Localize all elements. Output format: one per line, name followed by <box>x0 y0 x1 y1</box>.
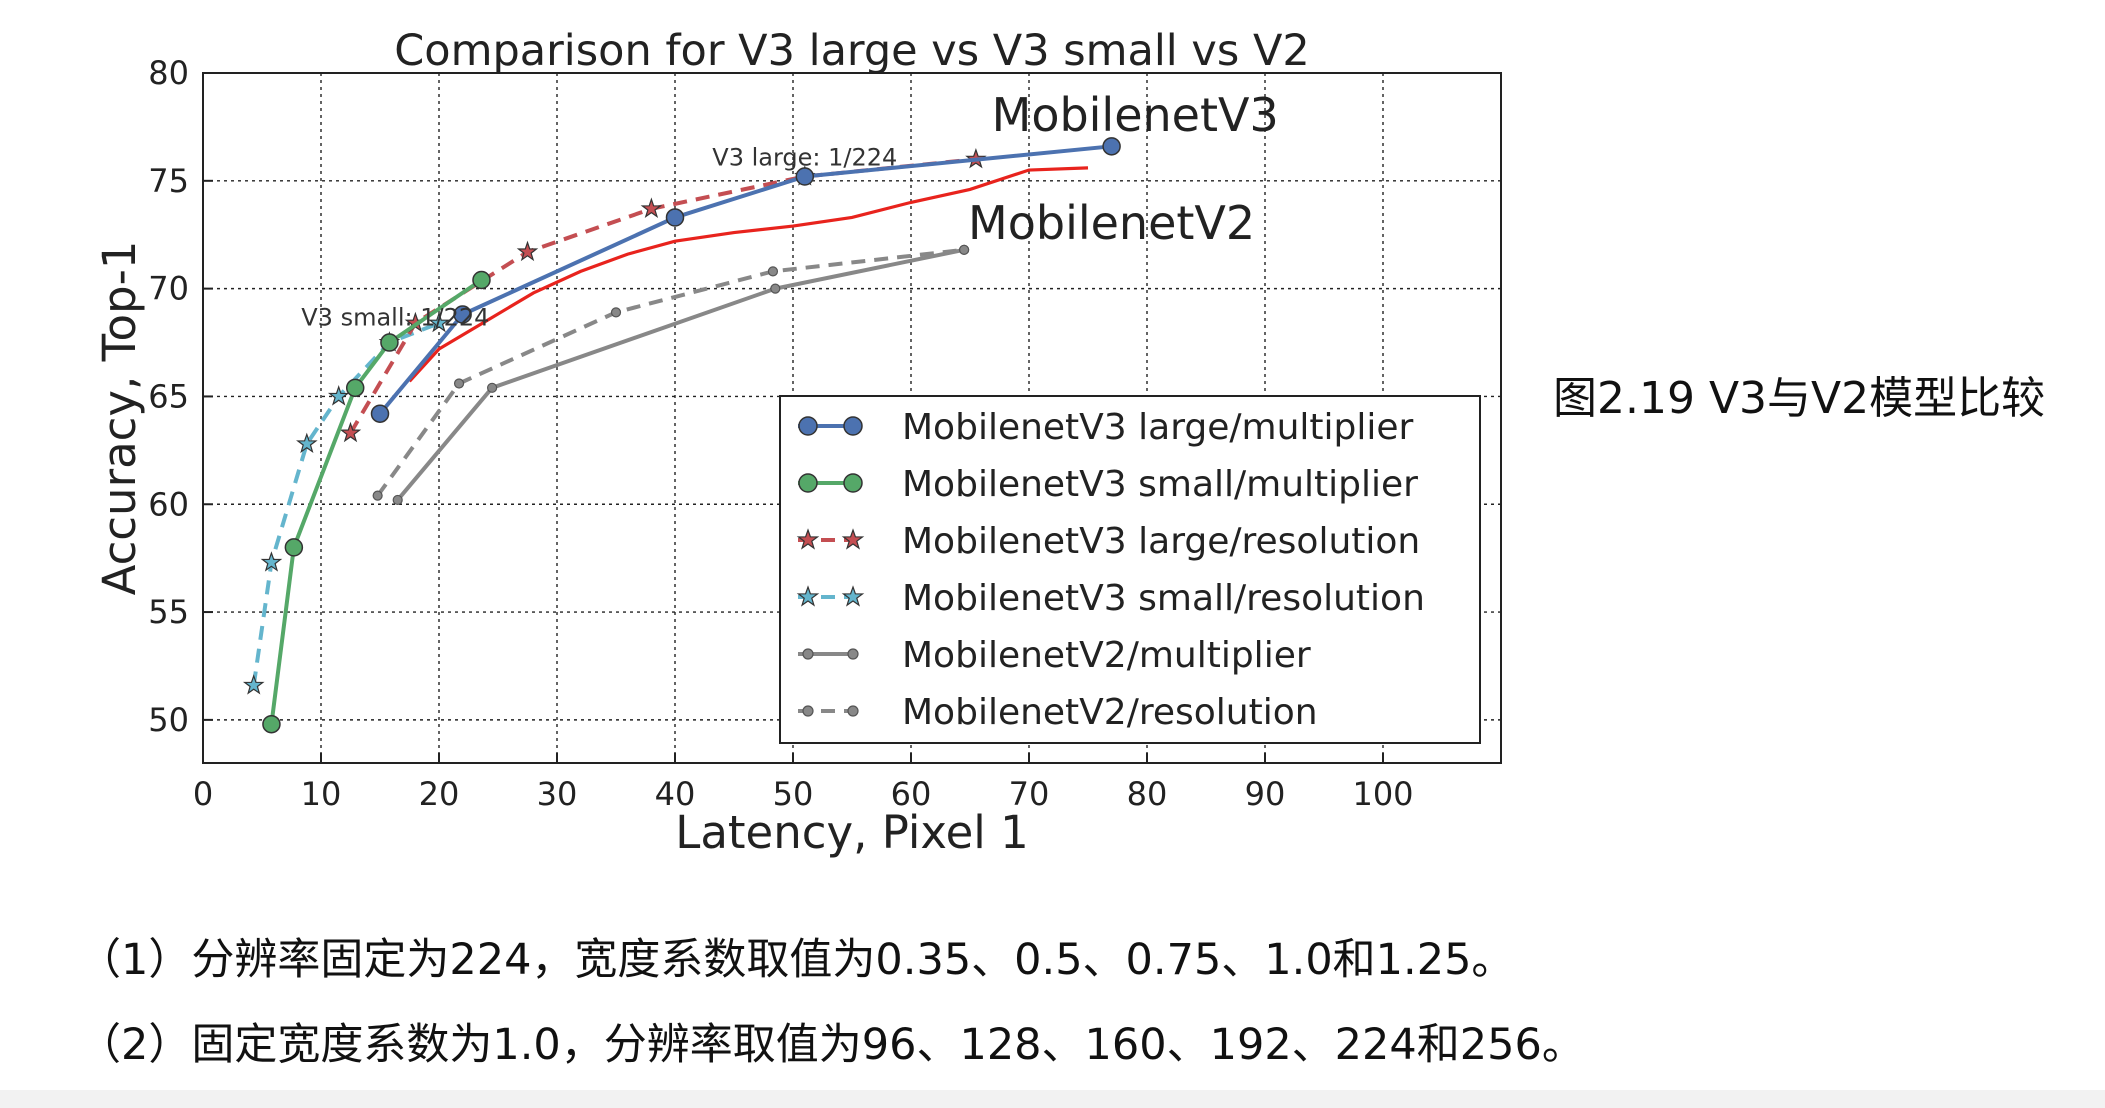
data-point-star <box>327 385 350 406</box>
data-point <box>487 382 498 393</box>
data-point-star <box>796 528 820 550</box>
x-tick-label: 50 <box>773 775 814 813</box>
y-tick-label: 70 <box>148 270 189 308</box>
data-point <box>262 714 281 734</box>
data-point <box>843 416 863 436</box>
data-point <box>770 283 781 294</box>
series-mobilenetv2-multiplier <box>392 244 970 506</box>
data-point <box>372 490 383 501</box>
y-axis-label: Accuracy, Top-1 <box>93 241 146 596</box>
data-point-star <box>841 585 865 607</box>
x-tick-label: 100 <box>1352 775 1413 813</box>
x-tick-label: 60 <box>891 775 932 813</box>
data-point-star <box>242 674 265 695</box>
data-point <box>798 473 818 493</box>
data-point <box>958 244 970 255</box>
x-tick-label: 10 <box>301 775 342 813</box>
data-point-star <box>841 528 865 550</box>
data-point-star <box>339 421 362 443</box>
data-point <box>380 333 399 352</box>
data-point <box>392 494 403 506</box>
legend-entry-label: MobilenetV2/resolution <box>902 692 1318 733</box>
y-tick-label: 55 <box>148 593 189 631</box>
series-mobilenetv3-small-multiplier <box>262 270 491 734</box>
annotation-label: V3 small: 1/224 <box>301 303 489 331</box>
data-point <box>472 270 491 290</box>
y-tick-label: 80 <box>148 54 189 92</box>
legend-box <box>779 395 1481 744</box>
x-tick-label: 90 <box>1245 775 1286 813</box>
data-point <box>345 378 365 398</box>
legend: MobilenetV3 large/multiplier MobilenetV3 … <box>779 395 1481 744</box>
data-point-star <box>796 585 820 607</box>
series-line <box>251 321 440 686</box>
data-point <box>802 705 814 717</box>
series-mobilenetv3-large-multiplier <box>370 137 1121 423</box>
annotations: MobilenetV3 MobilenetV2 V3 large: 1/224 V3 … <box>301 88 1278 331</box>
y-tick-label: 50 <box>148 701 189 739</box>
chart-title: Comparison for V3 large vs V3 small vs V… <box>394 26 1309 76</box>
data-point <box>610 307 622 318</box>
y-axis-ticks: 50 55 60 65 70 75 80 <box>148 54 213 739</box>
data-point <box>370 404 390 423</box>
annotation-label: MobilenetV2 <box>968 196 1255 250</box>
data-point <box>843 473 863 493</box>
y-tick-label: 60 <box>148 485 189 523</box>
y-tick-label: 65 <box>148 377 189 415</box>
legend-entry-label: MobilenetV2/multiplier <box>902 635 1311 676</box>
data-point <box>795 167 815 186</box>
annotation-label: V3 large: 1/224 <box>712 144 897 172</box>
figure-caption: 图2.19 V3与V2模型比较 <box>1553 373 2046 424</box>
data-point-star <box>428 311 450 333</box>
note-2: （2）固定宽度系数为1.0，分辨率取值为96、128、160、192、224和2… <box>78 1020 1585 1070</box>
chart: 0 10 20 30 40 50 60 70 80 90 100 50 55 60 65 70 75 80 Mo… <box>93 26 1502 859</box>
data-point <box>284 538 304 557</box>
series-mobilenetv3-small-resolution <box>242 311 450 695</box>
legend-entry-label: MobilenetV3 small/multiplier <box>902 464 1418 505</box>
x-tick-label: 70 <box>1009 775 1050 813</box>
data-point <box>453 378 465 389</box>
x-tick-label: 30 <box>537 775 578 813</box>
data-point <box>798 416 818 436</box>
data-point-star <box>260 551 283 572</box>
series-group <box>242 137 1121 734</box>
annotation-label: MobilenetV3 <box>992 88 1279 142</box>
data-point-star <box>516 240 539 262</box>
data-point <box>665 208 685 227</box>
legend-entry-label: MobilenetV3 small/resolution <box>902 578 1425 619</box>
x-tick-label: 20 <box>419 775 460 813</box>
data-point-star <box>296 432 318 454</box>
y-tick-label: 75 <box>148 162 189 200</box>
x-axis-label: Latency, Pixel 1 <box>675 806 1029 859</box>
data-point-star <box>640 197 663 218</box>
data-point <box>847 648 859 660</box>
note-1: （1）分辨率固定为224，宽度系数取值为0.35、0.5、0.75、1.0和1.… <box>78 935 1515 985</box>
data-point <box>847 705 859 717</box>
bottom-band <box>0 1090 2105 1108</box>
x-tick-label: 80 <box>1127 775 1168 813</box>
data-point <box>453 305 472 324</box>
x-axis-ticks: 0 10 20 30 40 50 60 70 80 90 100 <box>193 753 1414 813</box>
legend-entry-label: MobilenetV3 large/multiplier <box>902 407 1414 448</box>
legend-entry-label: MobilenetV3 large/resolution <box>902 521 1420 562</box>
x-tick-label: 0 <box>193 775 213 813</box>
x-tick-label: 40 <box>655 775 696 813</box>
data-point <box>1102 137 1121 156</box>
data-point <box>767 266 779 277</box>
series-line <box>396 247 965 502</box>
red-reference-line <box>408 166 1089 383</box>
data-point <box>802 648 814 660</box>
